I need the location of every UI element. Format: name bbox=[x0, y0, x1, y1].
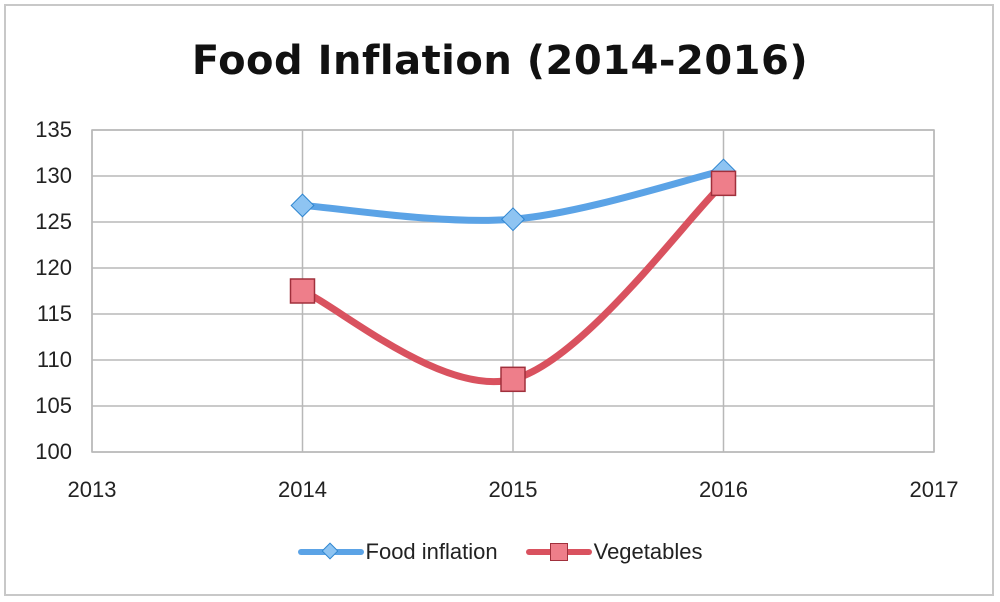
x-tick-label: 2013 bbox=[68, 477, 117, 502]
y-tick-label: 125 bbox=[35, 209, 72, 234]
data-point-food-inflation bbox=[290, 193, 315, 218]
chart-legend: Food inflation Vegetables bbox=[0, 536, 1000, 568]
data-point-vegetables bbox=[710, 170, 737, 197]
x-tick-label: 2017 bbox=[910, 477, 959, 502]
y-tick-label: 100 bbox=[35, 439, 72, 464]
y-tick-label: 130 bbox=[35, 163, 72, 188]
legend-item-food-inflation: Food inflation bbox=[297, 539, 498, 565]
x-tick-label: 2014 bbox=[278, 477, 327, 502]
y-tick-label: 135 bbox=[35, 117, 72, 142]
legend-item-vegetables: Vegetables bbox=[525, 539, 703, 565]
y-tick-label: 110 bbox=[37, 347, 72, 372]
x-tick-label: 2016 bbox=[699, 477, 748, 502]
legend-label-vegetables: Vegetables bbox=[593, 539, 703, 564]
data-point-vegetables bbox=[289, 278, 316, 304]
square-marker-icon bbox=[549, 543, 568, 561]
y-tick-label: 115 bbox=[37, 301, 72, 326]
legend-swatch-vegetables bbox=[525, 540, 592, 564]
legend-label-food-inflation: Food inflation bbox=[365, 539, 498, 564]
data-point-vegetables bbox=[500, 366, 526, 393]
y-tick-label: 105 bbox=[35, 393, 72, 418]
x-tick-label: 2015 bbox=[489, 477, 538, 502]
diamond-marker-icon bbox=[321, 542, 339, 560]
y-tick-label: 120 bbox=[35, 255, 72, 280]
legend-swatch-food-inflation bbox=[297, 540, 364, 564]
chart-title: Food Inflation (2014-2016) bbox=[191, 38, 809, 84]
data-point-food-inflation bbox=[500, 207, 526, 232]
